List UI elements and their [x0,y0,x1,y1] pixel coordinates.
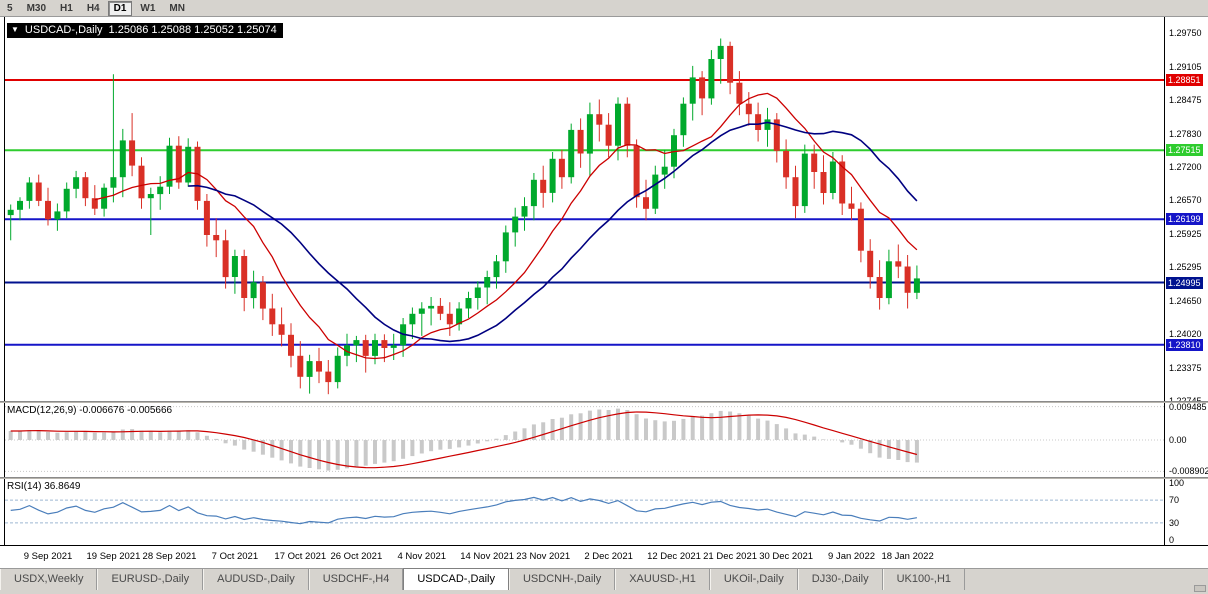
timeframe-button-h4[interactable]: H4 [86,2,100,14]
hline-price-label: 1.24995 [1166,276,1203,289]
price-axis-label: 1.29105 [1169,61,1202,72]
macd-histogram [8,408,919,471]
price-axis-separator [1164,17,1165,546]
date-axis-label: 12 Dec 2021 [647,551,701,562]
rsi-axis-label: 100 [1169,479,1185,488]
date-axis-label: 19 Sep 2021 [86,551,141,562]
timeframe-button-mn[interactable]: MN [169,2,185,14]
tab-xauusd-h1[interactable]: XAUUSD-,H1 [615,569,710,590]
date-axis-label: 9 Sep 2021 [23,551,73,562]
timeframe-button-5[interactable]: 5 [7,2,13,14]
timeframe-button-d1[interactable]: D1 [107,0,133,16]
date-axis: 9 Sep 2021 19 Sep 2021 28 Sep 2021 7 Oct 20… [0,546,1208,568]
date-axis-label: 26 Oct 2021 [330,551,383,562]
price-axis: 1.29750 1.29105 1.28475 1.27830 1.27200 1.265… [1165,17,1208,401]
date-axis-label: 4 Nov 2021 [397,551,447,562]
price-axis-label: 1.28475 [1169,94,1202,105]
tab-uk100-h1[interactable]: UK100-,H1 [882,569,966,590]
hline-price-label: 1.28851 [1166,73,1203,86]
rsi-splitter[interactable] [0,477,1208,479]
price-axis-label: 1.24020 [1169,328,1202,339]
rsi-line [10,496,918,525]
chart-tab-bar: USDX,Weekly EURUSD-,Daily AUDUSD-,Daily USD… [0,568,1208,590]
price-axis-label: 1.27830 [1169,128,1202,139]
macd-panel[interactable] [5,403,1164,477]
macd-canvas[interactable] [5,403,1164,477]
timeframe-button-h1[interactable]: H1 [60,2,73,14]
chart-bottom-border [0,545,1208,546]
chart-ohlc-values: 1.25086 1.25088 1.25052 1.25074 [108,24,277,36]
tab-eurusd-daily[interactable]: EURUSD-,Daily [97,569,204,590]
price-axis-label: 1.25295 [1169,261,1202,272]
macd-values: -0.006676 -0.005666 [79,405,173,416]
date-axis-label: 28 Sep 2021 [142,551,197,562]
date-axis-label: 14 Nov 2021 [460,551,515,562]
timeframe-button-m30[interactable]: M30 [26,2,47,14]
macd-axis-label: -0.008902 [1169,466,1208,477]
hline-price-label: 1.27515 [1166,144,1203,157]
rsi-name: RSI(14) [7,481,42,492]
rsi-axis-label: 30 [1169,517,1180,528]
bottom-strip [0,590,1208,594]
date-axis-label: 2 Dec 2021 [584,551,633,562]
tab-usdx-weekly[interactable]: USDX,Weekly [0,569,98,590]
macd-indicator-label: MACD(12,26,9) -0.006676 -0.005666 [7,405,172,416]
date-axis-label: 17 Oct 2021 [274,551,327,562]
chart-title: USDCAD-,Daily [24,24,103,36]
chart-title-box: ▼ USDCAD-,Daily 1.25086 1.25088 1.25052 … [7,23,283,38]
tab-ukoil-daily[interactable]: UKOil-,Daily [709,569,798,590]
date-axis-label: 21 Dec 2021 [703,551,758,562]
date-axis-label: 7 Oct 2021 [211,551,259,562]
rsi-panel[interactable] [5,479,1164,545]
macd-name: MACD(12,26,9) [7,405,77,416]
rsi-axis: 100 70 30 0 [1165,479,1208,545]
price-chart-panel[interactable] [5,17,1164,401]
hline-price-label: 1.26199 [1166,213,1203,226]
timeframe-button-w1[interactable]: W1 [140,2,156,14]
price-axis-label: 1.29750 [1169,27,1202,38]
date-axis-label: 30 Dec 2021 [759,551,814,562]
rsi-value: 36.8649 [44,481,81,492]
timeframe-toolbar: 5 M30 H1 H4 D1 W1 MN [0,0,1208,17]
resize-grip[interactable] [1194,585,1206,592]
tab-usdcnh-daily[interactable]: USDCNH-,Daily [508,569,616,590]
rsi-axis-label: 70 [1169,495,1180,506]
date-axis-label: 23 Nov 2021 [516,551,571,562]
price-axis-label: 1.22745 [1169,395,1202,401]
macd-splitter[interactable] [0,401,1208,403]
rsi-canvas[interactable] [5,479,1164,545]
price-axis-label: 1.26570 [1169,194,1202,205]
ma-slow-line [188,121,918,343]
price-axis-label: 1.24650 [1169,295,1202,306]
macd-axis-label: 0.009485 [1169,403,1207,412]
macd-signal-line [10,411,918,469]
date-axis-label: 18 Jan 2022 [881,551,934,562]
price-axis-label: 1.23375 [1169,362,1202,373]
macd-axis: 0.009485 0.00 -0.008902 [1165,403,1208,477]
rsi-indicator-label: RSI(14) 36.8649 [7,481,80,492]
rsi-axis-label: 0 [1169,535,1175,545]
tab-usdchf-h4[interactable]: USDCHF-,H4 [308,569,404,590]
horizontal-lines[interactable] [5,79,1164,346]
chart-dropdown-icon[interactable]: ▼ [11,25,19,34]
tab-usdcad-daily[interactable]: USDCAD-,Daily [403,568,509,590]
ma-fast-line [94,92,918,360]
tab-dj30-daily[interactable]: DJ30-,Daily [797,569,883,590]
hline-price-label: 1.23810 [1166,338,1203,351]
price-chart-canvas[interactable] [5,17,1164,401]
tab-audusd-daily[interactable]: AUDUSD-,Daily [203,569,309,590]
price-axis-label: 1.27200 [1169,161,1202,172]
candles [7,38,920,395]
price-axis-label: 1.25925 [1169,228,1202,239]
date-axis-label: 9 Jan 2022 [828,551,876,562]
macd-axis-label: 0.00 [1169,435,1187,445]
chart-left-border [4,17,5,545]
